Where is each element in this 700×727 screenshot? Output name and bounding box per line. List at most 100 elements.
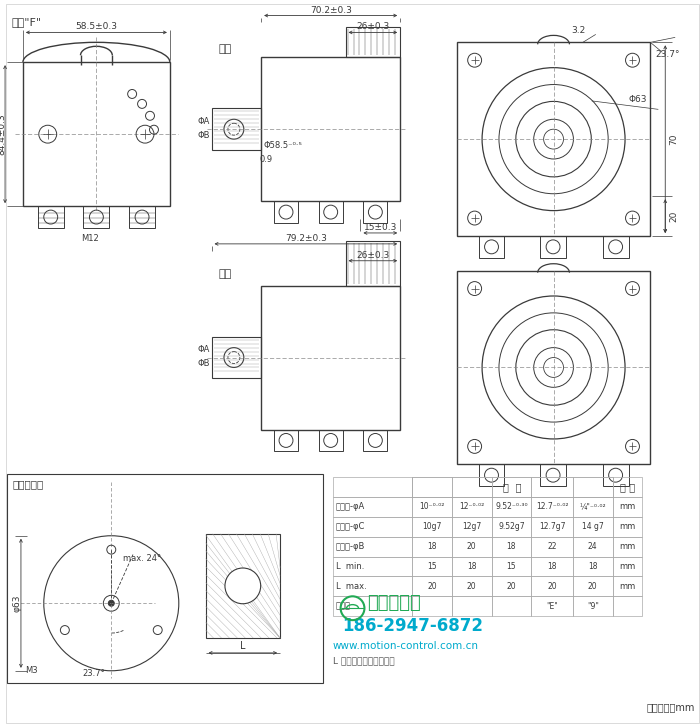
Text: 15: 15 [427,562,437,571]
Text: max. 24°: max. 24° [123,554,161,563]
Bar [491,497,531,517]
Text: mm: mm [620,582,636,591]
Text: 12.7g7: 12.7g7 [539,522,566,531]
Text: 12⁻⁰·⁰²: 12⁻⁰·⁰² [459,502,484,512]
Bar [7,474,323,683]
Bar [346,28,400,57]
Text: "E": "E" [546,602,558,611]
Text: 20: 20 [427,582,437,591]
Bar [531,517,573,537]
Circle shape [225,568,260,603]
Bar [491,596,531,616]
Text: 18: 18 [507,542,516,551]
Bar [603,465,629,486]
Bar [412,596,452,616]
Bar [261,57,400,201]
Text: 23.7°: 23.7° [82,669,105,678]
Text: "9": "9" [587,602,598,611]
Text: 18: 18 [427,542,437,551]
Text: 18: 18 [588,562,598,571]
Text: Φ63: Φ63 [629,95,647,104]
Text: mm: mm [620,562,636,571]
Text: 单圈: 单圈 [218,44,232,55]
Text: 20: 20 [588,582,598,591]
Bar [491,477,531,497]
Bar [612,557,643,577]
Bar [531,557,573,577]
Text: 轴套"F": 轴套"F" [11,17,41,26]
Bar [412,477,612,497]
Bar [346,241,400,286]
Bar [130,206,155,228]
Bar [452,537,491,557]
Text: 70.2±0.3: 70.2±0.3 [310,6,351,15]
Bar [83,206,109,228]
Text: L  max.: L max. [336,582,366,591]
Bar [412,537,452,557]
Text: 26±0.3: 26±0.3 [356,251,389,260]
Text: ΦB: ΦB [197,359,209,368]
Bar [612,497,643,517]
Text: ΦA: ΦA [197,345,209,354]
Text: 20: 20 [670,210,679,222]
Bar [412,517,452,537]
Bar [23,63,170,206]
Bar [573,577,612,596]
Bar [452,497,491,517]
Text: M12: M12 [82,234,99,243]
Bar [612,577,643,596]
Text: 连接轴-φC: 连接轴-φC [336,522,365,531]
Bar [531,577,573,596]
Bar [274,201,298,223]
Bar [412,497,452,517]
Bar [479,465,505,486]
Text: 尺  寸: 尺 寸 [503,482,522,492]
Bar [38,206,64,228]
Text: www.motion-control.com.cn: www.motion-control.com.cn [332,641,479,651]
Bar [573,557,612,577]
Bar [573,497,612,517]
Bar [573,517,612,537]
Bar [206,534,280,638]
Text: 0.9: 0.9 [259,155,272,164]
Text: 70: 70 [670,133,679,145]
Text: ¼"⁻⁰·⁰²: ¼"⁻⁰·⁰² [580,502,606,512]
Bar [332,537,412,557]
Bar [540,465,566,486]
Text: 轴代号: 轴代号 [336,602,351,611]
Bar [332,517,412,537]
Text: 186-2947-6872: 186-2947-6872 [342,617,484,635]
Text: 尺寸单位：mm: 尺寸单位：mm [647,702,695,712]
Bar [573,537,612,557]
Bar [479,236,505,258]
Bar [491,517,531,537]
Text: 20: 20 [467,582,477,591]
Bar [491,537,531,557]
Bar [332,596,412,616]
Bar [612,537,643,557]
Bar [452,517,491,537]
Bar [573,596,612,616]
Bar [332,477,412,497]
Bar [452,577,491,596]
Text: mm: mm [620,542,636,551]
Text: 23.7°: 23.7° [655,50,680,60]
Bar [531,596,573,616]
Text: 西安德伍拓: 西安德伍拓 [368,594,421,612]
Bar [332,557,412,577]
Bar [612,596,643,616]
Text: 15: 15 [507,562,516,571]
Text: 84.4±0.3: 84.4±0.3 [0,113,6,155]
Bar [531,537,573,557]
Text: 9.52g7: 9.52g7 [498,522,525,531]
Text: 12g7: 12g7 [462,522,482,531]
Text: 20: 20 [467,542,477,551]
Text: mm: mm [620,502,636,512]
Text: 20: 20 [547,582,557,591]
Text: 18: 18 [547,562,556,571]
Text: 24: 24 [588,542,598,551]
Bar [531,477,573,497]
Text: 79.2±0.3: 79.2±0.3 [285,234,327,243]
Bar [452,477,491,497]
Bar [540,236,566,258]
